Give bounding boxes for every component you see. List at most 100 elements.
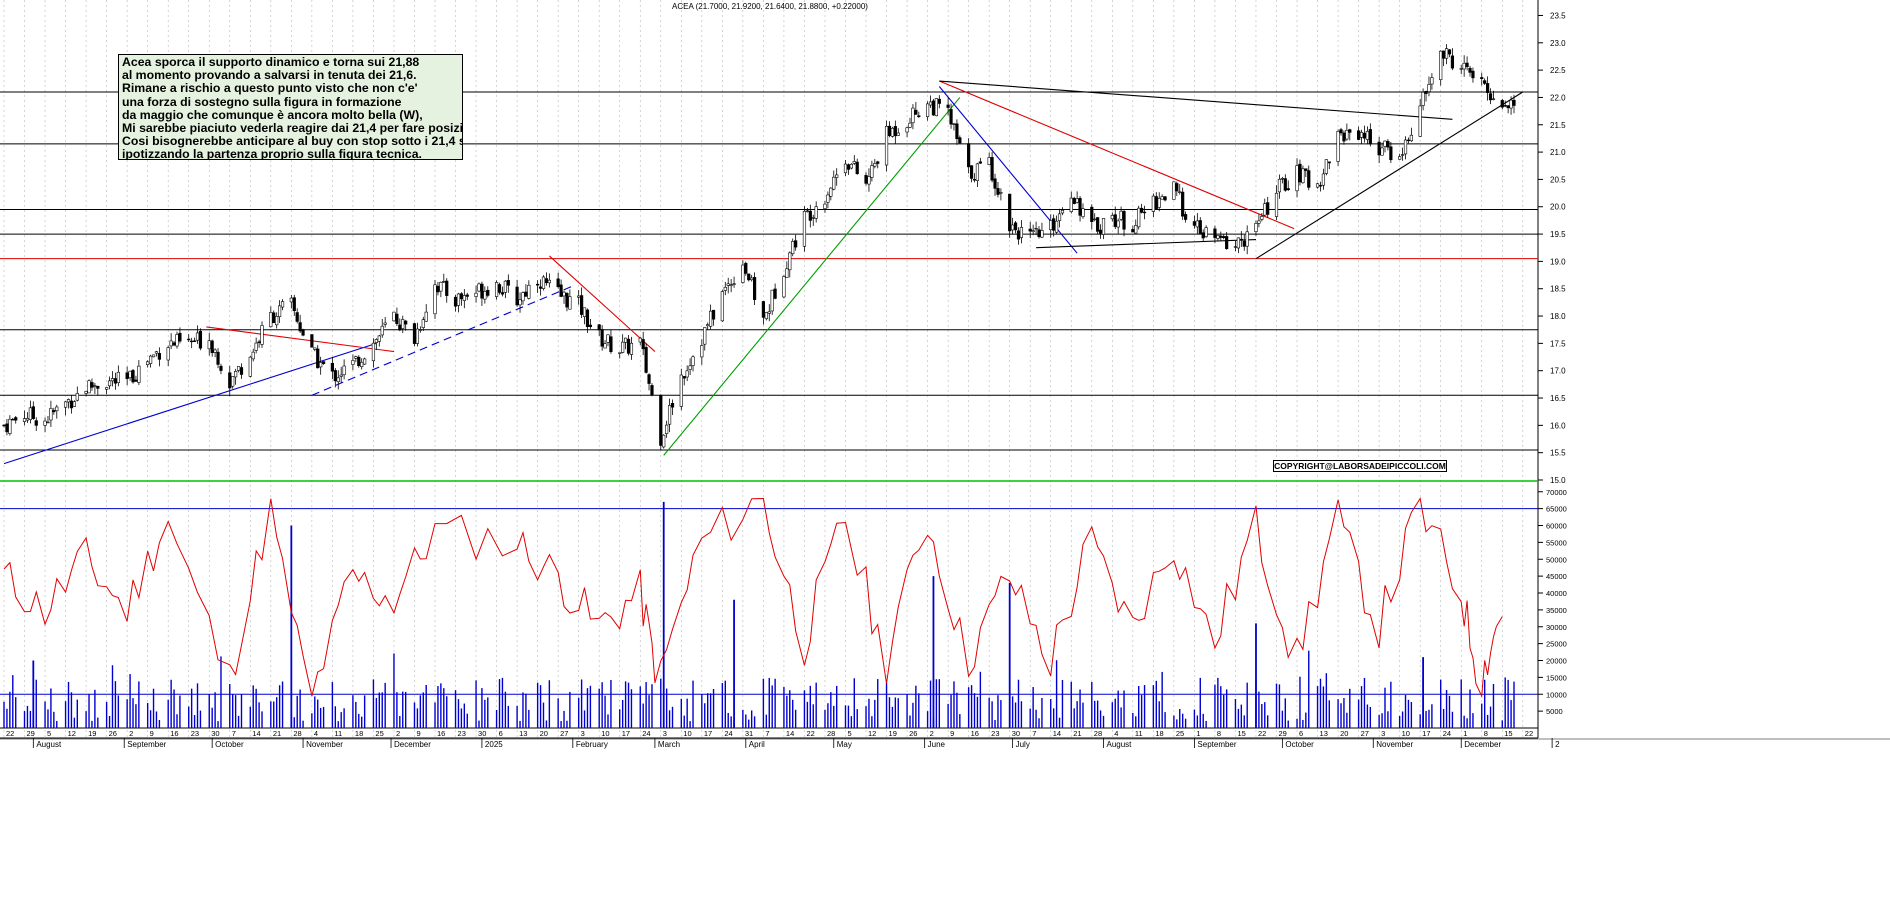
- candle-body: [647, 374, 651, 384]
- candle-body: [1198, 220, 1202, 234]
- candle-body: [791, 241, 795, 255]
- candle-body: [257, 341, 261, 343]
- day-tick-label: 27: [1361, 729, 1369, 738]
- candle-body: [371, 342, 376, 362]
- volume-axis: 5000 10000 15000 20000 25000 30000 35000 40000 4…: [1538, 488, 1567, 716]
- note-line: al momento provando a salvarsi in tenuta…: [122, 68, 417, 83]
- day-tick-label: 26: [109, 729, 117, 738]
- candle-body: [629, 342, 634, 355]
- volume-tick-label: 5000: [1546, 707, 1563, 716]
- candle-body: [1427, 84, 1431, 92]
- candle-body: [1266, 202, 1270, 215]
- candle-body: [852, 161, 856, 164]
- price-tick-label: 20.5: [1550, 175, 1566, 184]
- candle-body: [1450, 55, 1455, 69]
- candle-body: [1151, 195, 1155, 212]
- candle-body: [1471, 70, 1475, 79]
- candle-body: [638, 337, 642, 343]
- volume-tick-label: 35000: [1546, 606, 1567, 615]
- candle-body: [172, 342, 176, 346]
- candle-body: [685, 370, 689, 378]
- candle-body: [600, 329, 604, 347]
- volume-tick-label: 70000: [1546, 488, 1567, 497]
- candle-body: [1040, 230, 1044, 238]
- volume-tick-label: 30000: [1546, 623, 1567, 632]
- month-label: October: [215, 740, 244, 749]
- candle-body: [1509, 99, 1513, 109]
- day-tick-label: 17: [704, 729, 712, 738]
- candle-body: [110, 378, 115, 382]
- candle-body: [1137, 207, 1141, 228]
- day-tick-label: 28: [827, 729, 835, 738]
- candle-body: [22, 418, 27, 422]
- candle-body: [711, 309, 716, 320]
- candle-body: [1444, 48, 1449, 59]
- price-tick-label: 23.5: [1550, 11, 1566, 20]
- resistance-black-long: [939, 80, 1453, 120]
- candle-body: [128, 370, 132, 379]
- candle-body: [1081, 208, 1085, 218]
- candle-body: [750, 277, 754, 281]
- day-tick-label: 30: [211, 729, 219, 738]
- candle-body: [1380, 147, 1384, 156]
- candle-body: [236, 366, 241, 371]
- day-tick-label: 28: [293, 729, 301, 738]
- candle-body: [606, 334, 610, 343]
- note-line: Rimane a rischio a questo punto visto ch…: [122, 81, 418, 96]
- day-tick-label: 2: [396, 729, 400, 738]
- candle-body: [1503, 105, 1507, 107]
- candle-body: [401, 319, 405, 329]
- candle-body: [207, 340, 211, 350]
- price-tick-label: 19.0: [1550, 257, 1566, 266]
- candle-body: [90, 382, 94, 388]
- candle-body: [321, 361, 326, 364]
- candle-body: [1286, 188, 1290, 191]
- horizontal-levels: [0, 91, 1538, 695]
- candle-body: [459, 293, 463, 300]
- candle-body: [1008, 193, 1012, 232]
- day-tick-label: 4: [1114, 729, 1118, 738]
- candle-body: [538, 286, 543, 289]
- price-tick-label: 21.0: [1550, 148, 1566, 157]
- day-tick-label: 22: [6, 729, 14, 738]
- candle-body: [723, 286, 727, 291]
- candle-body: [49, 408, 53, 421]
- candle-body: [477, 283, 481, 292]
- candle-body: [893, 126, 897, 137]
- volume-bars: [3, 501, 1515, 728]
- candle-body: [1418, 105, 1422, 137]
- price-tick-label: 17.5: [1550, 339, 1566, 348]
- candle-body: [1339, 129, 1343, 134]
- candle-body: [1096, 217, 1100, 232]
- candle-body: [330, 362, 334, 372]
- day-tick-label: 5: [847, 729, 851, 738]
- candle-body: [1233, 246, 1238, 248]
- candle-body: [166, 347, 170, 361]
- candle-body: [626, 338, 631, 354]
- volume-tick-label: 55000: [1546, 538, 1567, 547]
- candle-body: [1377, 141, 1381, 156]
- candle-body: [670, 402, 675, 408]
- candle-body: [761, 301, 765, 318]
- candle-body: [319, 362, 323, 368]
- quote-title: ACEA (21.7000, 21.9200, 21.6400, 21.8800…: [672, 2, 868, 11]
- candle-body: [231, 376, 235, 387]
- candle-body: [1222, 236, 1226, 239]
- candle-body: [96, 385, 100, 389]
- day-tick-label: 3: [581, 729, 585, 738]
- candle-body: [890, 127, 895, 137]
- candle-body: [588, 324, 593, 328]
- candle-body: [958, 137, 962, 144]
- day-tick-label: 14: [786, 729, 794, 738]
- downtrend-red-early: [548, 255, 656, 352]
- month-label: 2025: [485, 740, 503, 749]
- candle-body: [497, 284, 502, 293]
- candle-body: [1110, 215, 1114, 220]
- candle-body: [873, 163, 877, 167]
- price-tick-label: 15.5: [1550, 449, 1566, 458]
- oscillator-line: [3, 497, 1503, 699]
- price-tick-label: 23.0: [1550, 39, 1566, 48]
- day-tick-label: 15: [1237, 729, 1245, 738]
- candle-body: [896, 132, 900, 136]
- day-tick-label: 17: [622, 729, 630, 738]
